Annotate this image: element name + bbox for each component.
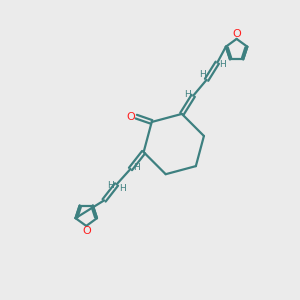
- Text: O: O: [82, 226, 91, 236]
- Text: H: H: [107, 182, 114, 190]
- Text: O: O: [232, 28, 241, 39]
- Text: H: H: [184, 90, 190, 99]
- Text: H: H: [199, 70, 206, 79]
- Text: H: H: [220, 60, 226, 69]
- Text: O: O: [127, 112, 135, 122]
- Text: H: H: [133, 163, 140, 172]
- Text: H: H: [119, 184, 126, 193]
